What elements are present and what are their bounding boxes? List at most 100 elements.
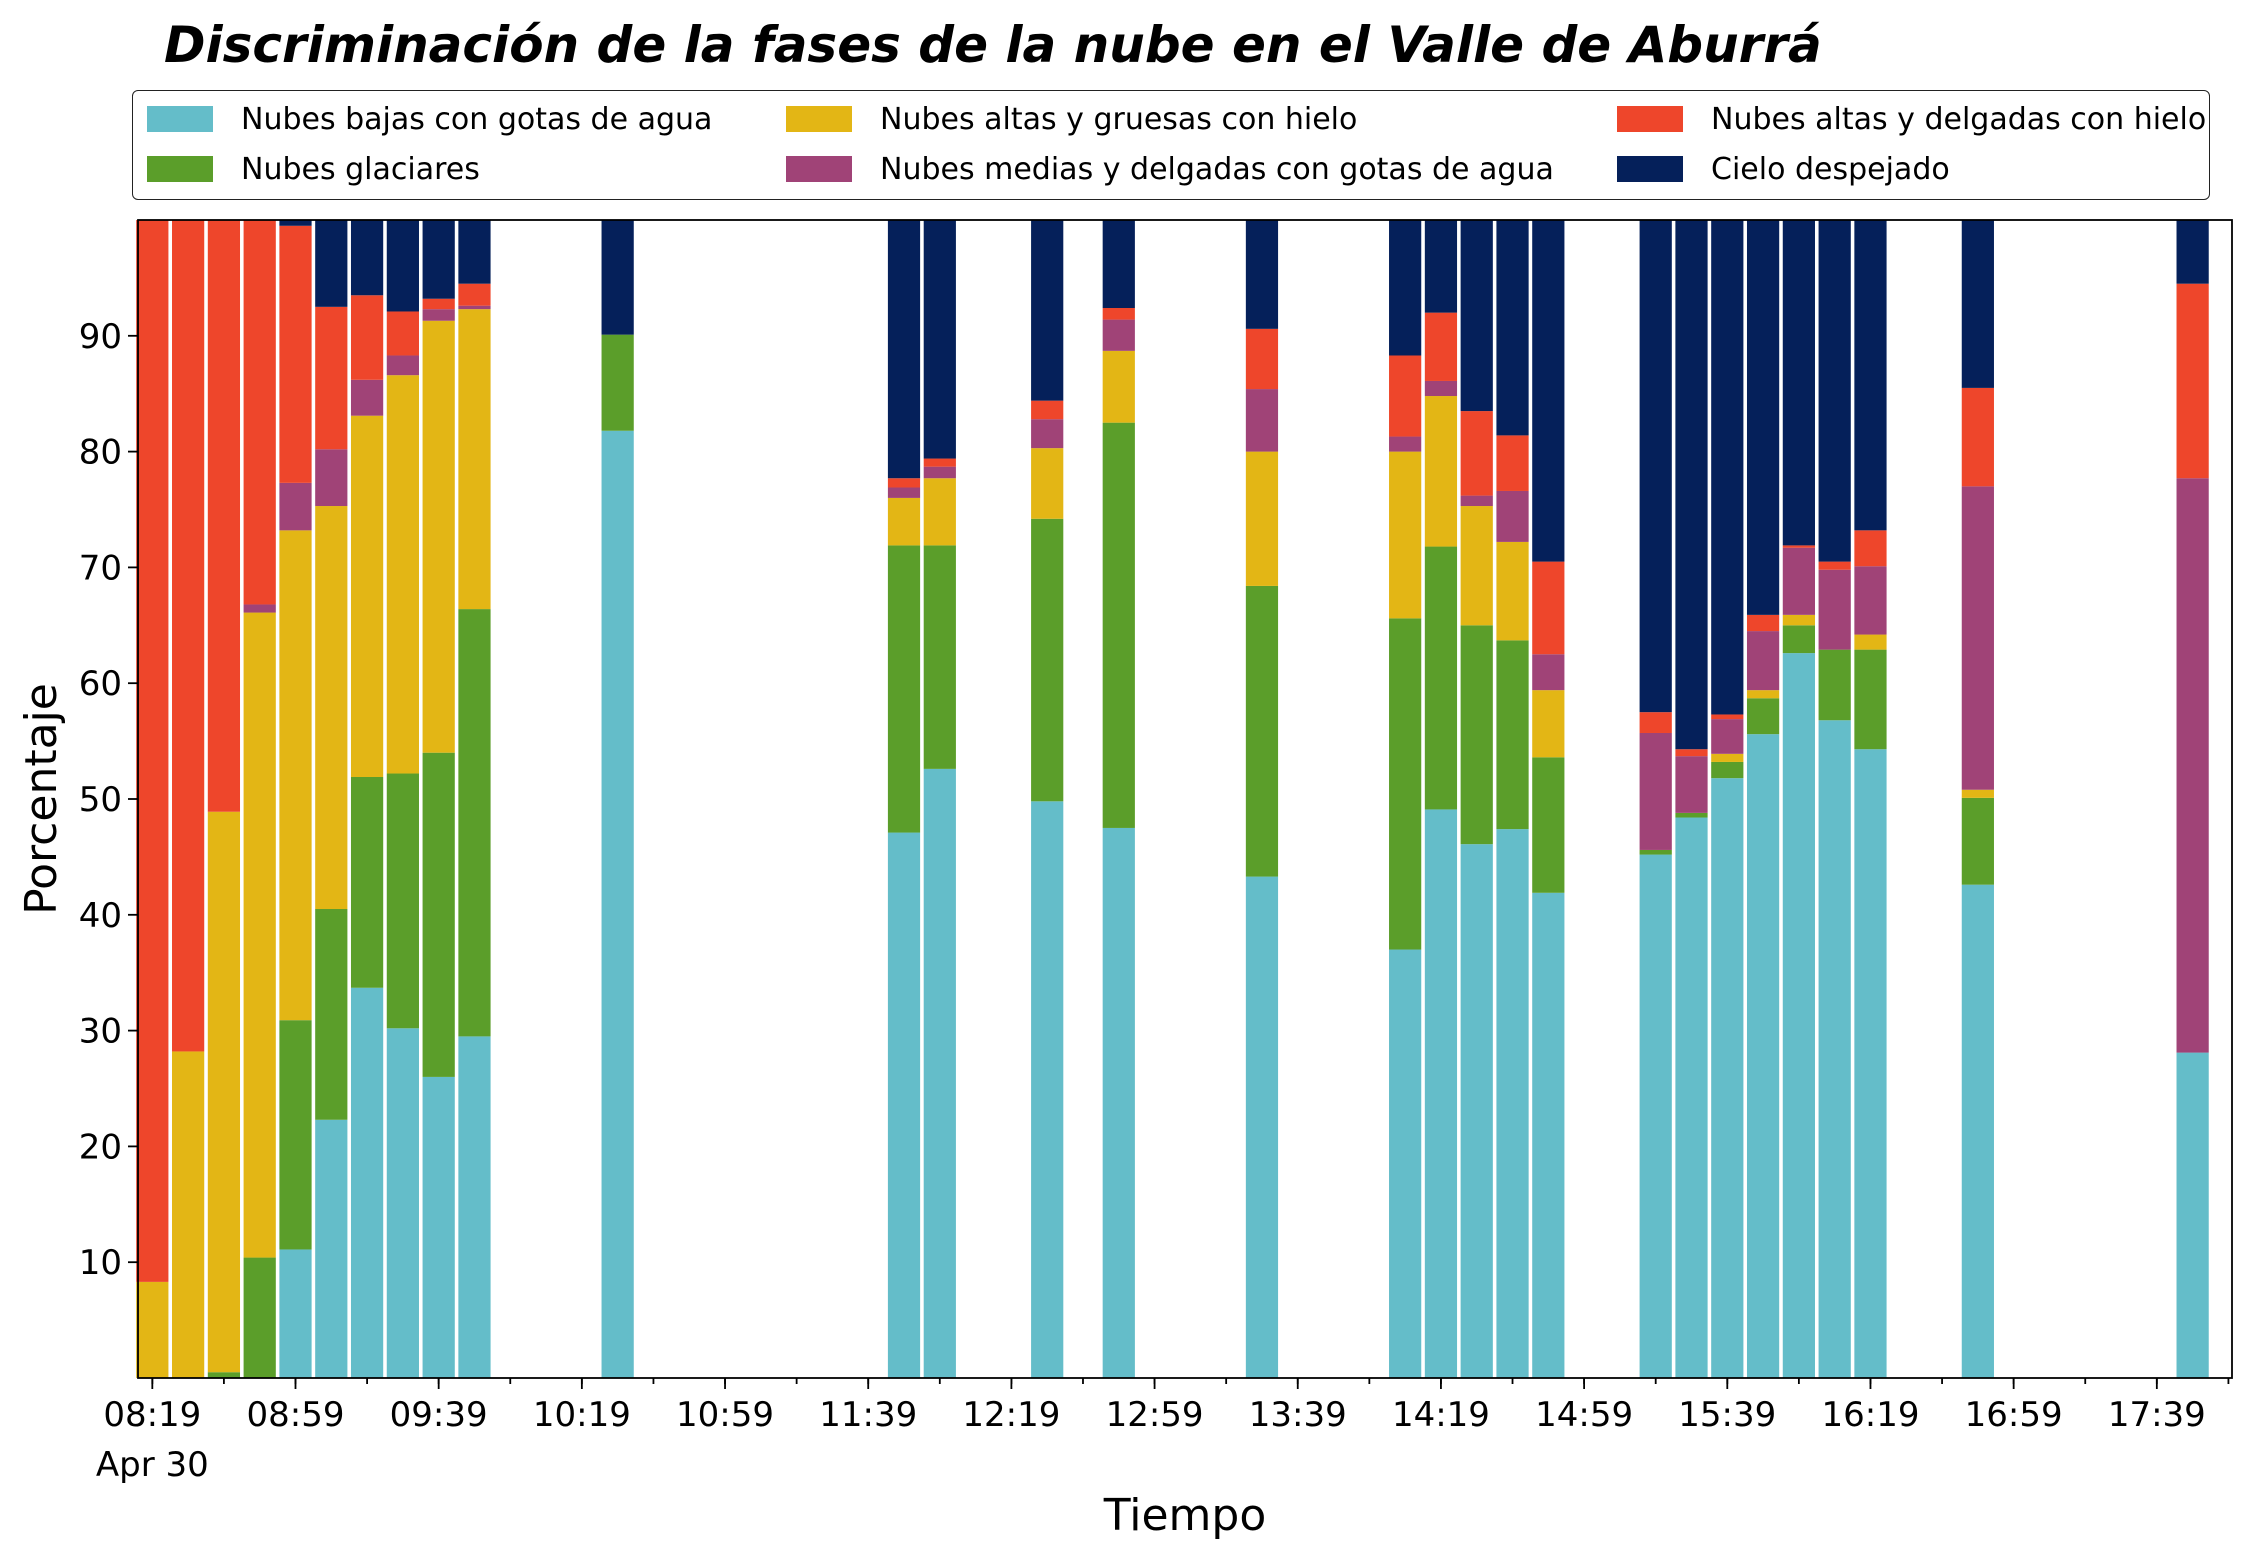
bar-1749-series-0: [2176, 1052, 2209, 1378]
x-tick-label-1539: 15:39: [1678, 1395, 1776, 1435]
bar-0929-series-0: [386, 1028, 419, 1378]
legend: Nubes bajas con gotas de agua Nubes glaci…: [132, 90, 2210, 200]
bar-0939-series-0: [422, 1076, 455, 1378]
bar-1649-series-4: [1961, 387, 1994, 487]
bar-1439-series-4: [1496, 435, 1529, 491]
bar-0829-series-4: [172, 220, 205, 1052]
bar-1149-series-1: [887, 545, 921, 833]
bar-1419-series-4: [1424, 312, 1458, 381]
bar-1029-series-5: [601, 220, 634, 335]
x-tick-label-1219: 12:19: [962, 1395, 1060, 1435]
bar-1609-series-3: [1818, 569, 1851, 650]
legend-item-2: Nubes altas y gruesas con hielo: [786, 99, 1357, 139]
bar-1409-series-4: [1389, 355, 1422, 437]
bar-1439-series-1: [1496, 640, 1529, 830]
legend-swatch: [1617, 106, 1683, 132]
bar-1749-series-5: [2176, 220, 2209, 284]
bar-1609-series-0: [1818, 720, 1851, 1378]
bar-0919-series-4: [350, 295, 384, 380]
bar-1249-series-4: [1102, 308, 1135, 320]
bar-1519-series-4: [1639, 712, 1672, 733]
bar-1609-series-5: [1818, 220, 1851, 562]
bar-1619-series-3: [1854, 566, 1887, 635]
bar-1559-series-5: [1782, 220, 1815, 546]
x-tick-label-0819: 08:19: [103, 1395, 201, 1435]
bar-1329-series-1: [1245, 585, 1279, 877]
bar-1549-series-2: [1746, 690, 1780, 699]
bar-0859-series-2: [279, 530, 312, 1021]
bar-1149-series-2: [887, 497, 921, 546]
bar-1419-series-5: [1424, 220, 1458, 313]
bar-1249-series-2: [1102, 350, 1135, 423]
bar-1559-series-2: [1782, 614, 1815, 626]
bar-1549-series-3: [1746, 631, 1780, 691]
bar-1449-series-2: [1532, 690, 1565, 758]
x-tick-label-1339: 13:39: [1249, 1395, 1347, 1435]
y-tick-label-90: 90: [79, 317, 122, 357]
bar-0849-series-3: [243, 604, 276, 613]
bar-1539-series-0: [1711, 778, 1744, 1378]
legend-swatch: [786, 156, 852, 182]
bar-1149-series-4: [887, 478, 921, 488]
bar-1559-series-4: [1782, 545, 1815, 548]
bar-1439-series-2: [1496, 541, 1529, 641]
y-tick-label-20: 20: [79, 1127, 122, 1167]
bar-0929-series-4: [386, 311, 419, 356]
x-tick-label-1139: 11:39: [819, 1395, 917, 1435]
bar-1559-series-0: [1782, 653, 1815, 1378]
bar-0949-series-2: [458, 309, 491, 610]
bar-1539-series-4: [1711, 714, 1744, 720]
bar-1439-series-3: [1496, 490, 1529, 542]
bar-1449-series-1: [1532, 757, 1565, 893]
bar-1749-series-4: [2176, 283, 2209, 479]
bar-1439-series-5: [1496, 220, 1529, 436]
bar-1229-series-2: [1031, 448, 1064, 519]
bar-1519-series-3: [1639, 732, 1672, 850]
bar-1519-series-1: [1639, 849, 1672, 855]
bar-0909-series-4: [315, 306, 348, 450]
bar-0919-series-0: [350, 987, 384, 1378]
bar-0859-series-0: [279, 1249, 312, 1378]
bar-0849-series-2: [243, 612, 276, 1258]
bar-1029-series-1: [601, 334, 634, 431]
y-tick-label-60: 60: [79, 664, 122, 704]
bar-1539-series-1: [1711, 761, 1744, 779]
bar-0919-series-5: [350, 220, 384, 296]
bar-1549-series-0: [1746, 734, 1780, 1378]
bar-1329-series-4: [1245, 328, 1279, 390]
x-tick-label-1419: 14:19: [1392, 1395, 1490, 1435]
bar-1409-series-2: [1389, 451, 1422, 619]
bar-0949-series-3: [458, 305, 491, 310]
bar-1419-series-2: [1424, 396, 1458, 547]
bar-1249-series-3: [1102, 319, 1135, 351]
bar-1159-series-3: [923, 466, 956, 479]
bar-1249-series-0: [1102, 827, 1135, 1378]
bar-1529-series-5: [1675, 220, 1708, 750]
bar-1549-series-5: [1746, 220, 1780, 615]
bar-0939-series-1: [422, 752, 455, 1077]
bar-0849-series-4: [243, 220, 276, 605]
bar-0909-series-5: [315, 220, 348, 307]
bar-1249-series-1: [1102, 422, 1135, 828]
bar-1549-series-4: [1746, 614, 1780, 632]
bar-1409-series-3: [1389, 436, 1422, 452]
legend-swatch: [1617, 156, 1683, 182]
ticks-layer: 10 20 30 40 50 60 70 80 90 08:19 08:59 09:39 10:19 10…: [79, 317, 2230, 1485]
bar-1429-series-5: [1460, 220, 1493, 412]
bar-1539-series-5: [1711, 220, 1744, 715]
bar-1419-series-0: [1424, 809, 1458, 1378]
y-tick-label-10: 10: [79, 1243, 122, 1283]
bar-1149-series-3: [887, 487, 921, 498]
bars-layer: [136, 220, 2209, 1378]
bar-0909-series-0: [315, 1119, 348, 1378]
bar-1159-series-0: [923, 768, 956, 1378]
x-tick-label-1259: 12:59: [1106, 1395, 1204, 1435]
bar-1229-series-5: [1031, 220, 1064, 401]
bar-1429-series-2: [1460, 506, 1493, 626]
bar-0909-series-2: [315, 506, 348, 910]
bar-0939-series-2: [422, 320, 455, 753]
bar-0839-series-4: [207, 220, 241, 812]
bar-1159-series-1: [923, 545, 956, 769]
x-tick-label-1019: 10:19: [533, 1395, 631, 1435]
